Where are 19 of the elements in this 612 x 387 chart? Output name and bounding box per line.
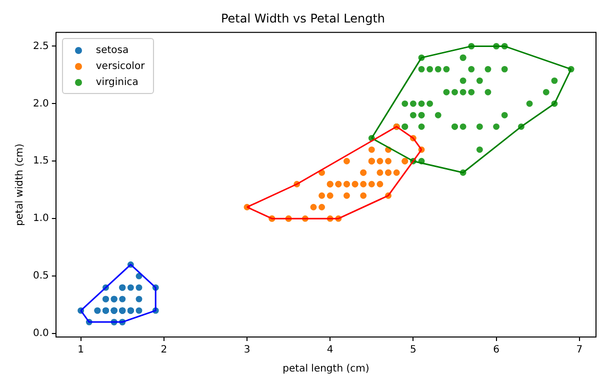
y-tick-label: 2.0 <box>32 98 49 110</box>
y-axis-title: petal width (cm) <box>14 143 26 226</box>
x-tick-label: 2 <box>160 344 168 356</box>
legend-label: setosa <box>96 44 129 56</box>
legend-label: versicolor <box>96 60 145 72</box>
x-axis-title: petal length (cm) <box>282 364 370 375</box>
y-tick-label: 0.5 <box>32 270 49 282</box>
y-tick-label: 0.0 <box>32 328 49 340</box>
x-tick-label: 3 <box>244 344 250 356</box>
y-tick-label: 2.5 <box>32 40 49 52</box>
y-tick-label: 1.5 <box>32 156 49 167</box>
x-tick-label: 7 <box>576 344 583 356</box>
x-tick-label: 1 <box>78 344 84 356</box>
x-tick-label: 5 <box>410 344 416 356</box>
x-tick-label: 4 <box>326 344 334 356</box>
chart-title: Petal Width vs Petal Length <box>220 11 386 26</box>
legend-label: virginica <box>96 76 138 88</box>
y-tick-label: 1.0 <box>32 213 49 224</box>
x-tick-label: 6 <box>493 344 500 356</box>
